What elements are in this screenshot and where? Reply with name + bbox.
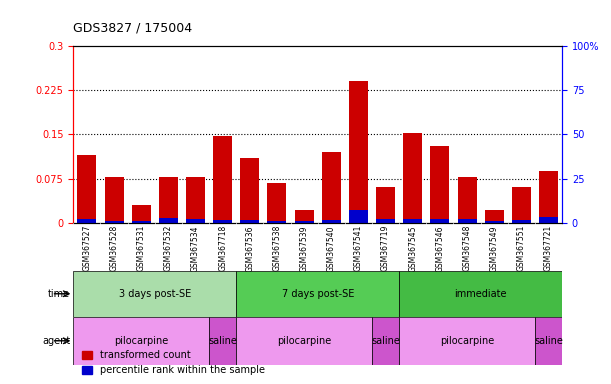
Text: GSM367548: GSM367548	[463, 225, 472, 271]
Text: GSM367718: GSM367718	[218, 225, 227, 271]
FancyBboxPatch shape	[399, 317, 535, 365]
Bar	[403, 133, 422, 223]
Bar	[458, 177, 477, 223]
Bar	[295, 210, 313, 223]
Bar	[295, 221, 313, 223]
Bar	[349, 81, 368, 223]
Text: GSM367540: GSM367540	[327, 225, 336, 271]
Legend: transformed count, percentile rank within the sample: transformed count, percentile rank withi…	[78, 346, 268, 379]
Text: GSM367721: GSM367721	[544, 225, 553, 271]
Text: GSM367545: GSM367545	[408, 225, 417, 271]
Text: GSM367549: GSM367549	[490, 225, 499, 271]
FancyBboxPatch shape	[236, 271, 399, 317]
FancyBboxPatch shape	[73, 317, 209, 365]
Bar	[240, 220, 259, 223]
Text: pilocarpine: pilocarpine	[114, 336, 169, 346]
Bar	[376, 187, 395, 223]
Text: pilocarpine: pilocarpine	[440, 336, 494, 346]
FancyBboxPatch shape	[209, 317, 236, 365]
Bar	[376, 219, 395, 223]
Text: GDS3827 / 175004: GDS3827 / 175004	[73, 22, 192, 35]
Bar	[322, 152, 341, 223]
FancyBboxPatch shape	[535, 317, 562, 365]
Text: pilocarpine: pilocarpine	[277, 336, 331, 346]
Bar	[159, 218, 178, 223]
Text: GSM367534: GSM367534	[191, 225, 200, 271]
Text: saline: saline	[208, 336, 237, 346]
Text: GSM367531: GSM367531	[137, 225, 145, 271]
Bar	[78, 155, 97, 223]
FancyBboxPatch shape	[372, 317, 399, 365]
Bar	[512, 187, 531, 223]
Text: 3 days post-SE: 3 days post-SE	[119, 289, 191, 299]
Bar	[512, 220, 531, 223]
FancyBboxPatch shape	[73, 271, 236, 317]
Text: GSM367541: GSM367541	[354, 225, 363, 271]
Bar	[430, 146, 450, 223]
Text: immediate: immediate	[455, 289, 507, 299]
Bar	[485, 210, 503, 223]
Bar	[268, 183, 287, 223]
Bar	[132, 205, 151, 223]
Text: GSM367546: GSM367546	[436, 225, 444, 271]
Bar	[268, 221, 287, 223]
Text: GSM367539: GSM367539	[299, 225, 309, 271]
Text: agent: agent	[42, 336, 70, 346]
Text: saline: saline	[371, 336, 400, 346]
Bar	[159, 177, 178, 223]
Bar	[213, 220, 232, 223]
Bar	[458, 219, 477, 223]
FancyBboxPatch shape	[236, 317, 372, 365]
Bar	[539, 171, 558, 223]
Bar	[213, 136, 232, 223]
Bar	[104, 221, 123, 223]
Bar	[539, 217, 558, 223]
FancyBboxPatch shape	[399, 271, 562, 317]
Text: GSM367527: GSM367527	[82, 225, 92, 271]
Bar	[78, 219, 97, 223]
Text: GSM367538: GSM367538	[273, 225, 282, 271]
Text: saline: saline	[534, 336, 563, 346]
Text: 7 days post-SE: 7 days post-SE	[282, 289, 354, 299]
Bar	[349, 210, 368, 223]
Bar	[104, 177, 123, 223]
Bar	[403, 219, 422, 223]
Bar	[132, 221, 151, 223]
Text: GSM367528: GSM367528	[109, 225, 119, 271]
Bar	[240, 158, 259, 223]
Text: time: time	[48, 289, 70, 299]
Bar	[322, 220, 341, 223]
Text: GSM367719: GSM367719	[381, 225, 390, 271]
Text: GSM367536: GSM367536	[246, 225, 254, 271]
Text: GSM367551: GSM367551	[517, 225, 526, 271]
Bar	[430, 219, 450, 223]
Bar	[485, 221, 503, 223]
Bar	[186, 218, 205, 223]
Text: GSM367532: GSM367532	[164, 225, 173, 271]
Bar	[186, 177, 205, 223]
